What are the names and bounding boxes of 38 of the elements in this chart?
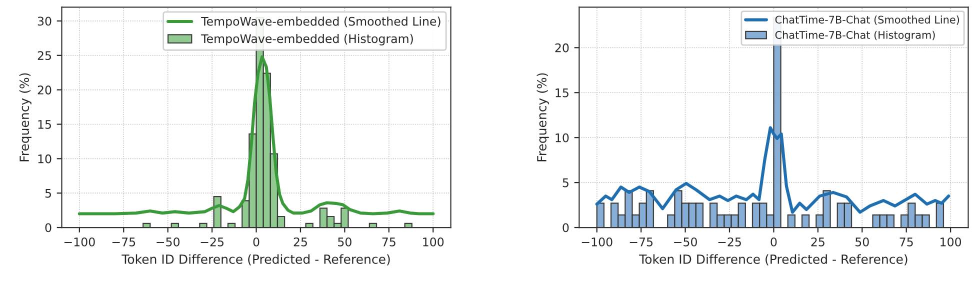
y-tick-label: 0	[562, 223, 569, 232]
legend-label: ChatTime-7B-Chat (Histogram)	[775, 30, 935, 41]
x-tick-label: 100	[940, 237, 962, 246]
y-tick-label: 20	[555, 43, 569, 52]
y-tick-label: 5	[562, 178, 568, 188]
y-axis-title: Frequency (%)	[536, 73, 549, 162]
x-tick-label: −100	[582, 237, 612, 246]
x-tick-label: 100	[423, 237, 444, 246]
x-tick-label: −50	[674, 237, 697, 246]
x-axis-title: Token ID Difference (Predicted - Reference)	[639, 254, 908, 266]
x-tick-label: −100	[64, 237, 95, 246]
x-tick-label: −75	[112, 238, 136, 246]
y-tick-label: 5	[45, 188, 51, 198]
x-tick-label: 0	[253, 237, 260, 246]
x-tick-label: −25	[718, 237, 741, 246]
y-tick-label: 30	[38, 16, 52, 26]
x-axis-title: Token ID Difference (Predicted - Reference)	[122, 254, 390, 266]
y-tick-label: 20	[38, 86, 52, 94]
y-tick-label: 15	[38, 120, 51, 129]
x-tick-label: 25	[294, 237, 307, 246]
y-tick-label: 10	[556, 133, 569, 142]
y-axis-title: Frequency (%)	[19, 73, 32, 162]
legend-label: TempoWave-embedded (Smoothed Line)	[201, 16, 440, 28]
x-tick-label: 75	[900, 238, 913, 246]
x-tick-label: 25	[811, 237, 824, 246]
x-tick-label: −75	[630, 238, 653, 246]
y-tick-label: 15	[556, 88, 568, 98]
x-tick-label: −50	[156, 237, 180, 246]
y-tick-label: 10	[38, 154, 52, 164]
x-tick-label: 50	[338, 237, 352, 246]
legend-label: ChatTime-7B-Chat (Smoothed Line)	[775, 16, 960, 25]
y-tick-label: 0	[45, 223, 52, 232]
x-tick-label: 0	[770, 237, 777, 246]
y-tick-label: 25	[38, 51, 51, 60]
x-tick-label: 75	[382, 238, 396, 246]
x-tick-label: −25	[200, 237, 224, 246]
legend-label: TempoWave-embedded (Histogram)	[201, 34, 413, 46]
x-tick-label: 50	[856, 237, 869, 246]
